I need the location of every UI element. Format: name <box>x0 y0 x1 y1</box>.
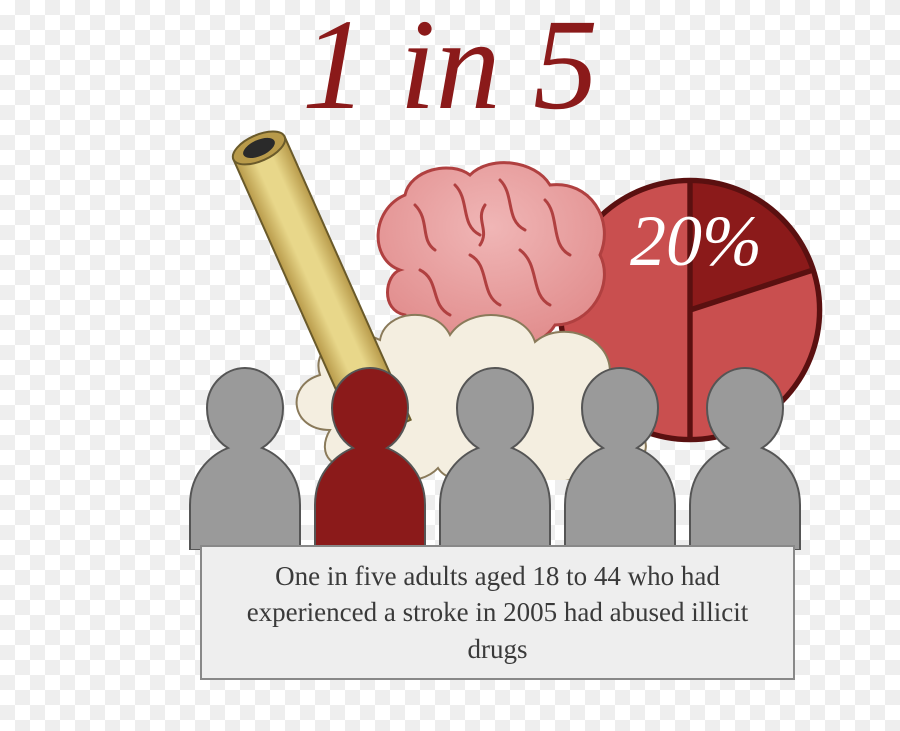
person <box>680 355 810 550</box>
person <box>430 355 560 550</box>
person <box>555 355 685 550</box>
people-row <box>180 355 820 550</box>
person-highlighted <box>305 355 435 550</box>
caption-text: One in five adults aged 18 to 44 who had… <box>232 558 763 667</box>
pie-label: 20% <box>630 200 762 283</box>
caption-box: One in five adults aged 18 to 44 who had… <box>200 545 795 680</box>
infographic-container: 20% <box>90 0 810 731</box>
person <box>180 355 310 550</box>
headline-text: 1 in 5 <box>90 0 810 130</box>
